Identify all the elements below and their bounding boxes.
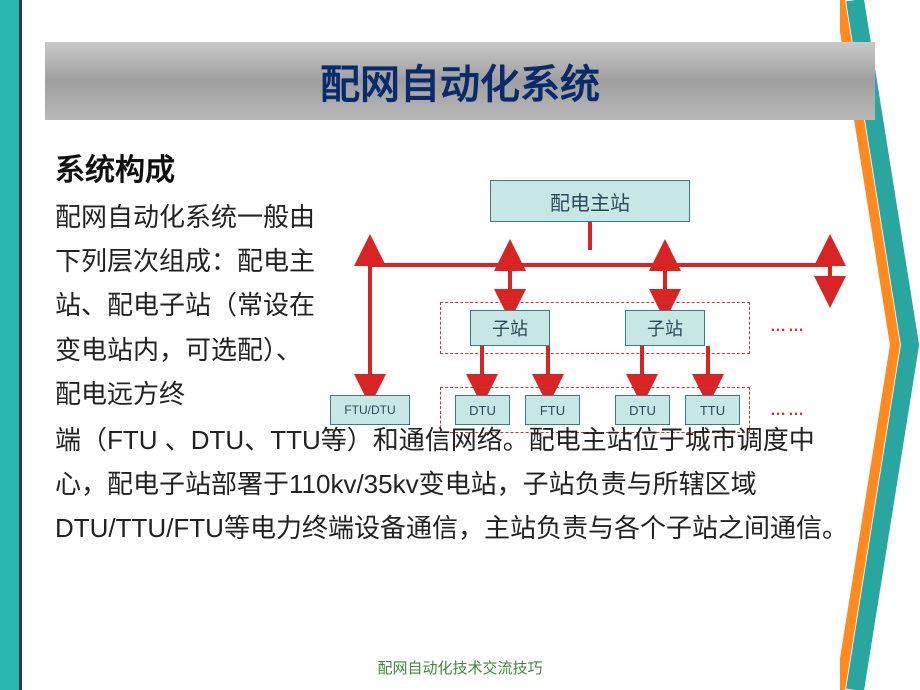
node-substation-2: 子站 bbox=[625, 310, 705, 346]
body-text-lower: 端（FTU 、DTU、TTU等）和通信网络。配电主站位于城市调度中心，配电子站部… bbox=[55, 418, 865, 551]
node-main-station: 配电主站 bbox=[490, 180, 690, 222]
ellipsis-1: …… bbox=[770, 318, 806, 336]
footer-caption: 配网自动化技术交流技巧 bbox=[0, 657, 920, 678]
slide-title: 配网自动化系统 bbox=[320, 52, 600, 110]
body-text-upper: 配网自动化系统一般由下列层次组成：配电主站、配电子站（常设在变电站内，可选配）、… bbox=[55, 195, 315, 416]
content-area: 系统构成 配网自动化系统一般由下列层次组成：配电主站、配电子站（常设在变电站内，… bbox=[55, 145, 875, 416]
left-accent-stripe bbox=[0, 0, 22, 690]
title-bar: 配网自动化系统 bbox=[45, 42, 875, 120]
hierarchy-diagram: 配电主站 子站 子站 FTU/DTU DTU FTU DTU TTU …… …… bbox=[330, 180, 890, 450]
node-substation-1: 子站 bbox=[470, 310, 550, 346]
